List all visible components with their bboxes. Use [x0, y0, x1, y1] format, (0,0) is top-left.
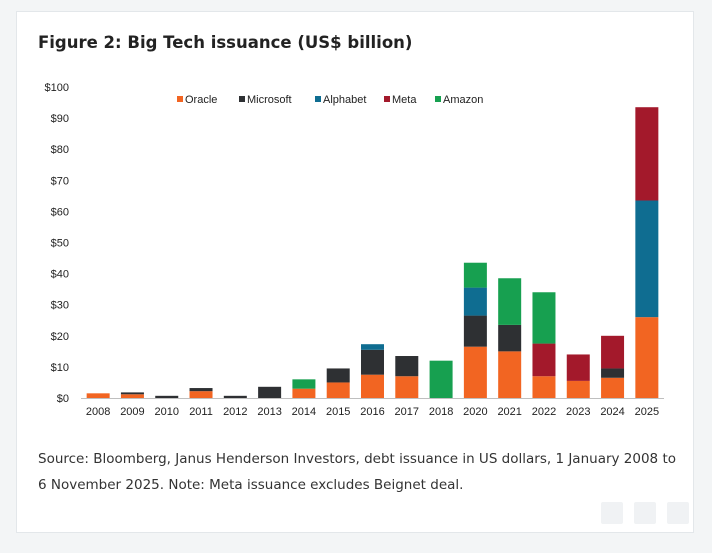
corner-button-1[interactable]: [601, 502, 623, 524]
bar-segment-oracle-2021: [498, 351, 522, 398]
y-tick-label: $20: [51, 331, 69, 343]
x-tick-label: 2012: [223, 406, 247, 418]
bar-segment-oracle-2011: [189, 391, 213, 398]
bar-segment-oracle-2008: [86, 393, 110, 398]
x-tick-label: 2023: [566, 406, 590, 418]
legend-label-amazon: Amazon: [443, 94, 483, 106]
bar-segment-microsoft-2016: [361, 349, 384, 375]
y-tick-label: $80: [51, 144, 69, 156]
bar-segment-microsoft-2011: [189, 388, 213, 392]
bar-segment-microsoft-2013: [258, 386, 282, 398]
y-tick-label: $0: [57, 393, 69, 405]
x-tick-label: 2020: [463, 406, 487, 418]
bar-segment-oracle-2009: [120, 394, 144, 398]
bar-segment-oracle-2014: [292, 388, 316, 398]
x-tick-label: 2016: [360, 406, 384, 418]
bar-segment-amazon-2022: [532, 292, 556, 344]
legend-label-oracle: Oracle: [185, 94, 217, 106]
x-tick-label: 2009: [120, 406, 144, 418]
bar-segment-meta-2025: [635, 107, 659, 201]
x-tick-label: 2010: [154, 406, 178, 418]
legend-label-meta: Meta: [392, 94, 417, 106]
bar-segment-oracle-2024: [601, 377, 625, 398]
y-tick-label: $10: [51, 362, 69, 374]
x-tick-label: 2008: [86, 406, 110, 418]
legend-label-microsoft: Microsoft: [247, 94, 292, 106]
x-tick-label: 2021: [497, 406, 521, 418]
x-tick-label: 2017: [395, 406, 419, 418]
bar-chart: $0 $10 $20 $30 $40 $50 $60 $70 $80 $90 $100 2008 200…: [45, 82, 664, 418]
bar-segment-oracle-2017: [395, 376, 419, 398]
bar-segment-amazon-2021: [498, 278, 522, 325]
bar-segment-oracle-2016: [361, 374, 384, 398]
bar-segment-microsoft-2021: [498, 324, 522, 352]
y-tick-label: $50: [51, 238, 69, 250]
bar-segment-microsoft-2017: [395, 356, 419, 377]
bar-segment-meta-2023: [566, 354, 590, 381]
x-tick-label: 2018: [429, 406, 453, 418]
bar-segment-oracle-2015: [326, 382, 350, 398]
y-tick-label: $70: [51, 175, 69, 187]
bar-segment-oracle-2022: [532, 376, 556, 398]
legend-swatch-microsoft: [239, 96, 245, 102]
y-tick-label: $30: [51, 300, 69, 312]
bar-segment-microsoft-2015: [326, 368, 350, 383]
bar-segment-oracle-2023: [566, 380, 590, 398]
corner-button-3[interactable]: [667, 502, 689, 524]
x-tick-label: 2015: [326, 406, 350, 418]
bar-segment-alphabet-2020: [463, 287, 487, 316]
bar-segment-microsoft-2009: [120, 392, 144, 395]
legend-swatch-alphabet: [315, 96, 321, 102]
x-tick-label: 2025: [635, 406, 659, 418]
bar-segment-amazon-2018: [429, 360, 453, 398]
x-tick-label: 2013: [257, 406, 281, 418]
corner-button-2[interactable]: [634, 502, 656, 524]
bar-segment-oracle-2020: [463, 346, 487, 398]
y-tick-label: $90: [51, 113, 69, 125]
bar-segment-microsoft-2020: [463, 315, 487, 347]
x-tick-label: 2014: [292, 406, 316, 418]
bar-segment-meta-2024: [601, 335, 625, 369]
bar-segment-amazon-2020: [463, 262, 487, 288]
bar-segment-oracle-2025: [635, 317, 659, 398]
x-tick-label: 2022: [532, 406, 556, 418]
legend-swatch-oracle: [177, 96, 183, 102]
figure-title: Figure 2: Big Tech issuance (US$ billion…: [38, 33, 413, 52]
x-tick-label: 2024: [600, 406, 624, 418]
bar-segment-amazon-2014: [292, 379, 316, 389]
x-tick-label: 2011: [189, 406, 213, 418]
legend-label-alphabet: Alphabet: [323, 94, 366, 106]
legend-swatch-meta: [384, 96, 390, 102]
bar-segment-meta-2022: [532, 343, 556, 377]
y-tick-label: $60: [51, 206, 69, 218]
figure-card: Figure 2: Big Tech issuance (US$ billion…: [16, 11, 694, 533]
legend-swatch-amazon: [435, 96, 441, 102]
bar-segment-alphabet-2025: [635, 200, 659, 318]
bar-segment-microsoft-2012: [223, 395, 247, 398]
bar-segment-alphabet-2016: [361, 344, 384, 350]
bar-segment-microsoft-2024: [601, 368, 625, 378]
y-tick-label: $40: [51, 269, 69, 281]
source-note: Source: Bloomberg, Janus Henderson Inves…: [38, 451, 676, 493]
bar-segment-microsoft-2010: [155, 395, 179, 398]
y-tick-label: $100: [45, 82, 69, 94]
